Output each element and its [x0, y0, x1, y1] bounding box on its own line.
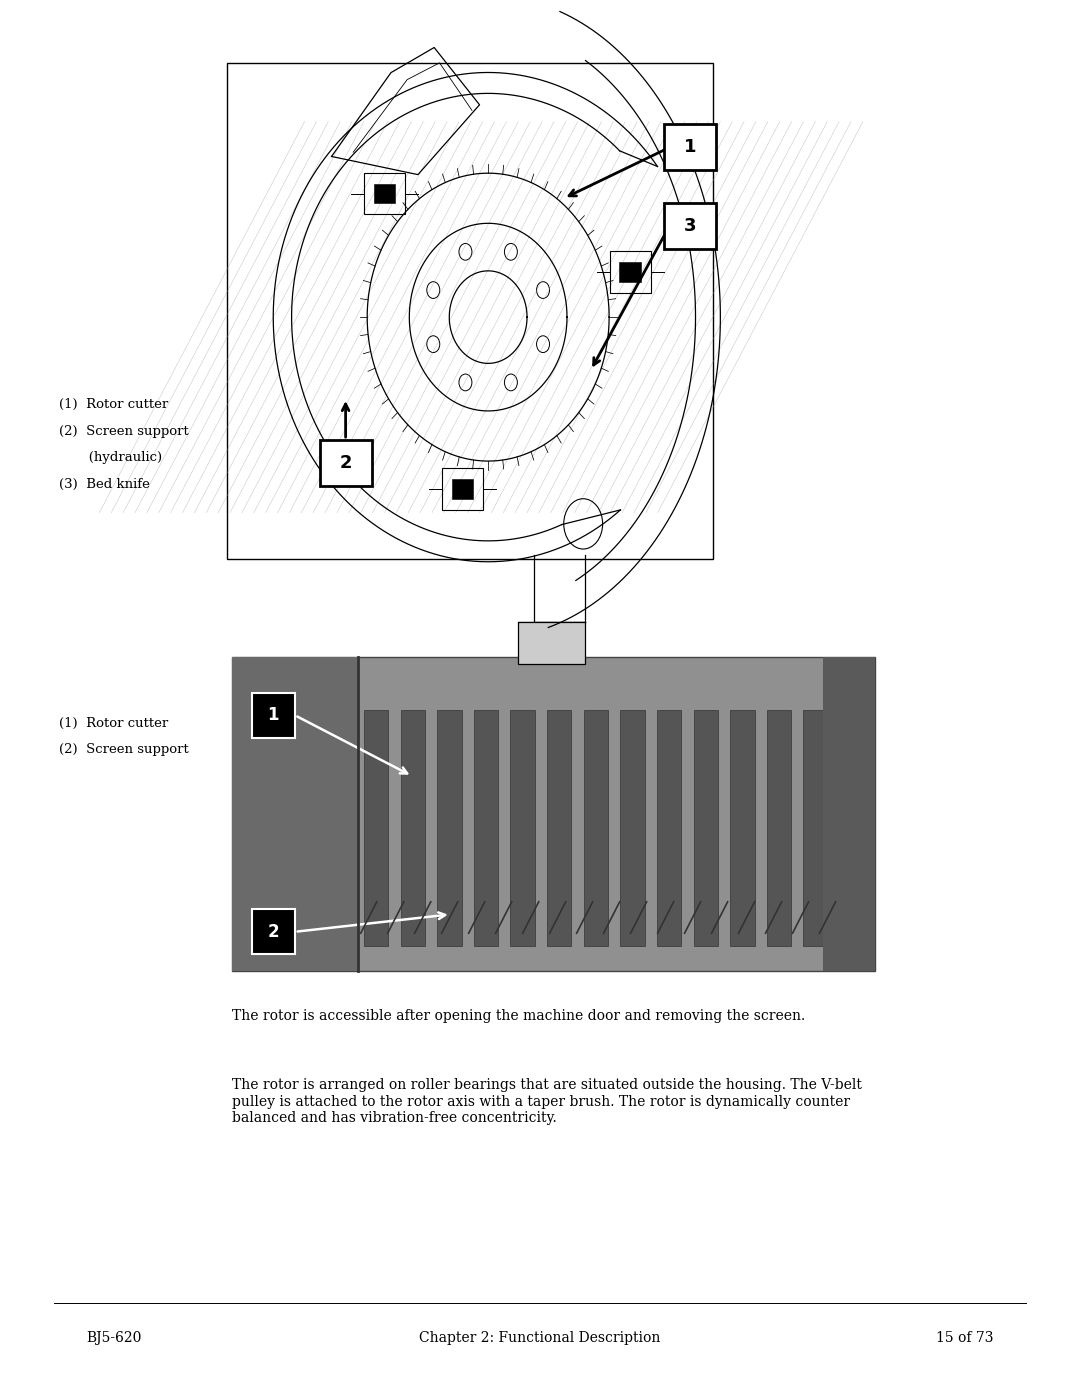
Text: (2)  Screen support: (2) Screen support — [59, 425, 189, 437]
Bar — [320, 440, 372, 486]
Bar — [609, 251, 650, 293]
Bar — [437, 710, 461, 946]
Bar — [804, 710, 828, 946]
Text: (hydraulic): (hydraulic) — [59, 451, 162, 464]
Text: (3)  Bed knife: (3) Bed knife — [59, 478, 150, 490]
Bar — [583, 710, 608, 946]
Bar — [840, 710, 864, 946]
Text: (1)  Rotor cutter: (1) Rotor cutter — [59, 717, 168, 729]
Text: The rotor is accessible after opening the machine door and removing the screen.: The rotor is accessible after opening th… — [232, 1009, 806, 1023]
Text: Chapter 2: Functional Description: Chapter 2: Functional Description — [419, 1331, 661, 1345]
Text: (2)  Screen support: (2) Screen support — [59, 743, 189, 756]
Bar — [364, 173, 405, 215]
Text: 2: 2 — [339, 454, 352, 472]
Bar — [442, 468, 483, 510]
Bar — [232, 657, 357, 971]
Bar — [374, 184, 395, 204]
Bar — [511, 710, 535, 946]
Bar — [474, 710, 498, 946]
Bar — [619, 263, 640, 282]
Text: BJ5-620: BJ5-620 — [86, 1331, 141, 1345]
Text: 2: 2 — [268, 923, 279, 940]
Bar — [620, 710, 645, 946]
Bar — [664, 203, 716, 249]
Bar — [252, 693, 295, 738]
Bar — [364, 710, 389, 946]
Bar — [451, 479, 473, 499]
Text: 3: 3 — [684, 217, 697, 235]
Bar — [518, 622, 585, 664]
Text: (1)  Rotor cutter: (1) Rotor cutter — [59, 398, 168, 411]
Bar — [730, 710, 755, 946]
Bar — [767, 710, 792, 946]
Bar — [232, 657, 875, 971]
Bar — [252, 909, 295, 954]
Text: 15 of 73: 15 of 73 — [936, 1331, 994, 1345]
Text: 1: 1 — [268, 707, 279, 724]
Text: 1: 1 — [684, 138, 697, 156]
Bar — [548, 710, 571, 946]
Bar — [401, 710, 424, 946]
Bar — [657, 710, 681, 946]
Bar — [823, 657, 875, 971]
Bar — [664, 124, 716, 170]
Bar — [693, 710, 718, 946]
Text: The rotor is arranged on roller bearings that are situated outside the housing. : The rotor is arranged on roller bearings… — [232, 1078, 862, 1125]
Bar — [227, 63, 713, 559]
